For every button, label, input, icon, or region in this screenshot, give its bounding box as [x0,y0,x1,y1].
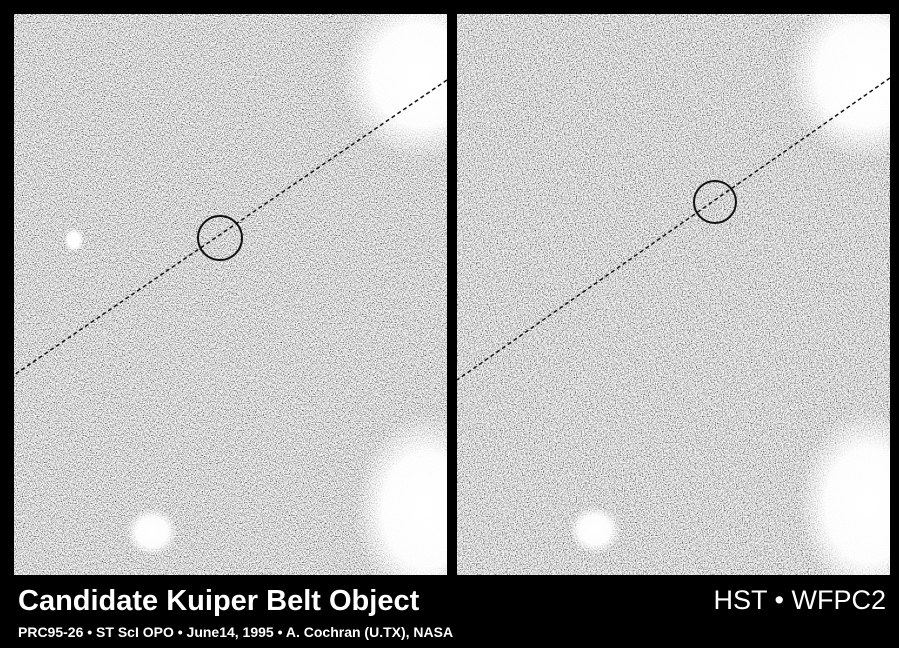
figure: Candidate Kuiper Belt Object HST • WFPC2… [0,0,899,648]
bright-source [64,228,84,252]
divider [447,14,457,575]
bright-source [126,508,178,556]
left-panel [14,0,500,605]
page: Candidate Kuiper Belt Object HST • WFPC2… [0,0,899,648]
right-panel [457,0,899,600]
credit: PRC95-26 • ST ScI OPO • June14, 1995 • A… [18,624,453,640]
bright-source [569,506,621,554]
instrument: HST • WFPC2 [714,585,886,615]
title: Candidate Kuiper Belt Object [18,585,420,617]
